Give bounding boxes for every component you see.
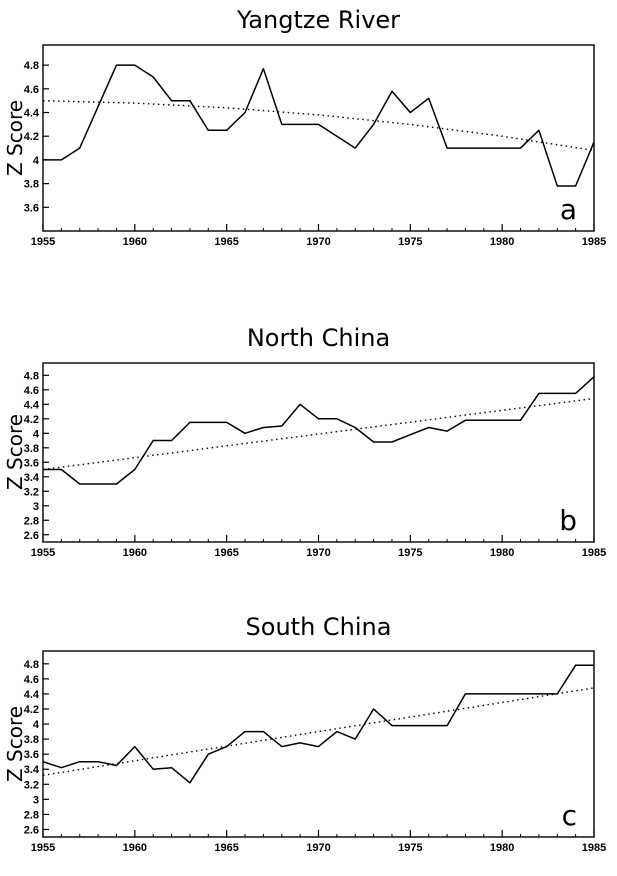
chart-title: North China: [247, 324, 390, 352]
y-tick-label: 3: [33, 501, 39, 513]
chart-title: South China: [246, 613, 392, 641]
y-tick-label: 4.6: [24, 674, 39, 686]
x-tick-label: 1975: [398, 842, 422, 854]
data-line: [43, 64, 595, 187]
y-tick-label: 3.4: [24, 472, 40, 484]
x-tick-label: 1980: [490, 236, 514, 248]
y-tick-label: 4.8: [24, 370, 39, 382]
data-line: [43, 376, 595, 485]
y-tick-label: 3.8: [24, 179, 39, 191]
y-tick-label: 3.6: [24, 202, 39, 214]
y-tick-label: 4.6: [24, 385, 39, 397]
y-tick-label: 3.2: [24, 486, 39, 498]
y-axis-label: Z Score: [3, 414, 27, 490]
y-tick-label: 4: [33, 155, 40, 167]
y-tick-label: 4.4: [24, 399, 40, 411]
x-tick-label: 1960: [123, 547, 147, 559]
data-line: [42, 664, 594, 784]
x-tick-label: 1955: [31, 236, 55, 248]
y-tick-label: 4.8: [24, 60, 39, 72]
x-tick-label: 1965: [214, 842, 238, 854]
panel-label: b: [559, 504, 577, 537]
x-tick-label: 1960: [123, 842, 147, 854]
plot-frame: [42, 650, 595, 838]
x-tick-label: 1955: [31, 547, 55, 559]
chart-panel-a: Yangtze River Z Score 1955 1960 1965 1970 1975…: [3, 6, 606, 248]
y-tick-label: 4.2: [24, 414, 39, 426]
x-tick-label: 1960: [123, 236, 147, 248]
y-axis-label: Z Score: [3, 100, 27, 176]
x-tick-label: 1955: [31, 842, 55, 854]
y-tick-label: 3: [33, 794, 39, 806]
y-tick-label: 3.2: [24, 779, 39, 791]
y-tick-label: 2.8: [24, 515, 39, 527]
trend-line: [42, 687, 595, 776]
y-tick-label: 3.6: [24, 749, 39, 761]
y-tick-label: 2.6: [24, 530, 39, 542]
x-tick-label: 1985: [582, 236, 606, 248]
y-tick-label: 4: [33, 719, 40, 731]
x-tick-label: 1970: [306, 547, 330, 559]
y-tick-label: 3.8: [24, 734, 39, 746]
x-tick-label: 1985: [582, 547, 606, 559]
y-tick-label: 4.6: [24, 84, 39, 96]
panel-label: a: [560, 193, 577, 226]
y-tick-label: 4.8: [24, 659, 39, 671]
x-tick-label: 1970: [306, 842, 330, 854]
x-tick-label: 1965: [214, 236, 238, 248]
x-tick-label: 1975: [398, 547, 422, 559]
x-tick-label: 1980: [490, 842, 514, 854]
chart-panel-b: North China Z Score 1955 1960 1965 1970 1975 19…: [3, 324, 606, 559]
y-tick-label: 2.6: [24, 824, 39, 836]
panel-label: c: [562, 799, 577, 832]
trend-line: [42, 397, 595, 471]
y-tick-label: 2.8: [24, 809, 39, 821]
x-tick-label: 1975: [398, 236, 422, 248]
chart-title: Yangtze River: [236, 6, 400, 34]
y-tick-label: 4.2: [24, 131, 39, 143]
y-axis-label: Z Score: [3, 706, 27, 782]
x-tick-label: 1980: [490, 547, 514, 559]
x-tick-label: 1965: [214, 547, 238, 559]
plot-frame: [42, 362, 595, 543]
y-tick-label: 4: [33, 428, 40, 440]
y-tick-label: 4.4: [24, 108, 40, 120]
x-tick-label: 1970: [306, 236, 330, 248]
y-tick-label: 4.4: [24, 689, 40, 701]
x-tick-label: 1985: [582, 842, 606, 854]
y-tick-label: 3.8: [24, 443, 39, 455]
chart-panel-c: South China Z Score 1955 1960 1965 1970 1975 19…: [3, 613, 606, 854]
y-tick-label: 3.4: [24, 764, 40, 776]
y-tick-label: 3.6: [24, 457, 39, 469]
y-tick-label: 4.2: [24, 704, 39, 716]
trend-line: [42, 100, 595, 152]
